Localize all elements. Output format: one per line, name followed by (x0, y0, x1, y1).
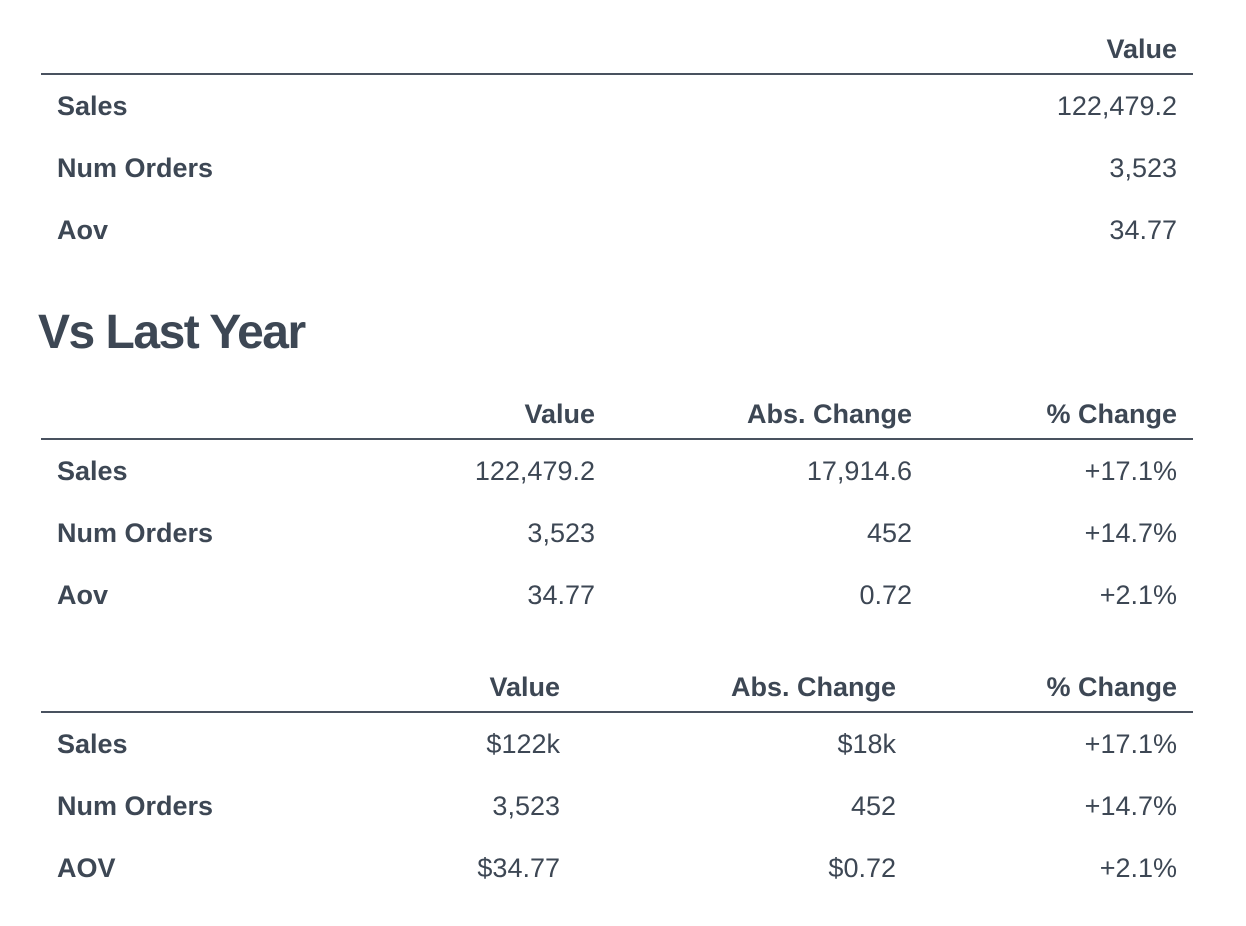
table-row: Sales 122,479.2 17,914.6 +17.1% (41, 439, 1193, 502)
formatted-row-pct-change-aov: +2.1% (1099, 853, 1177, 883)
table-row: Sales 122,479.2 (41, 74, 1193, 137)
table-row: Num Orders 3,523 452 +14.7% (41, 502, 1193, 564)
formatted-row-value-num-orders: 3,523 (492, 791, 560, 821)
row-value-aov: 34.77 (1109, 215, 1177, 245)
formatted-header-abs-change: Abs. Change (576, 626, 912, 713)
table-row: Num Orders 3,523 452 +14.7% (41, 775, 1193, 837)
raw-row-value-num-orders: 3,523 (527, 518, 595, 548)
comparison-raw-header-row: Value Abs. Change % Change (41, 361, 1193, 440)
raw-row-abs-change-num-orders: 452 (866, 518, 912, 548)
formatted-header-pct-change: % Change (912, 626, 1193, 713)
summary-header-empty (41, 0, 617, 75)
raw-header-abs-change: Abs. Change (611, 361, 928, 440)
formatted-header-empty (41, 626, 341, 713)
formatted-row-value-aov: $34.77 (477, 853, 560, 883)
formatted-header-value: Value (341, 626, 576, 713)
raw-header-empty (41, 361, 341, 440)
report-page: Value Sales 122,479.2 Num Orders 3,523 A… (38, 0, 1193, 899)
raw-row-pct-change-sales: +17.1% (1084, 456, 1177, 486)
formatted-row-label-sales: Sales (57, 729, 128, 759)
raw-row-pct-change-num-orders: +14.7% (1084, 518, 1177, 548)
formatted-row-label-aov: AOV (57, 853, 116, 883)
row-value-num-orders: 3,523 (1109, 153, 1177, 183)
raw-row-value-sales: 122,479.2 (474, 456, 595, 486)
raw-row-abs-change-aov: 0.72 (859, 580, 912, 610)
raw-header-pct-change: % Change (928, 361, 1193, 440)
raw-row-value-aov: 34.77 (527, 580, 595, 610)
formatted-row-abs-change-aov: $0.72 (828, 853, 896, 883)
table-row: Aov 34.77 0.72 +2.1% (41, 564, 1193, 626)
raw-header-value: Value (341, 361, 611, 440)
formatted-row-abs-change-sales: $18k (837, 729, 896, 759)
formatted-row-pct-change-num-orders: +14.7% (1084, 791, 1177, 821)
comparison-table-formatted: Value Abs. Change % Change Sales $122k $… (41, 626, 1193, 899)
raw-row-pct-change-aov: +2.1% (1099, 580, 1177, 610)
raw-row-label-aov: Aov (57, 580, 109, 610)
table-row: Sales $122k $18k +17.1% (41, 712, 1193, 775)
formatted-row-label-num-orders: Num Orders (57, 791, 214, 821)
comparison-table-raw: Value Abs. Change % Change Sales 122,479… (41, 361, 1193, 626)
row-label-sales: Sales (57, 91, 128, 121)
raw-row-label-num-orders: Num Orders (57, 518, 214, 548)
formatted-row-pct-change-sales: +17.1% (1084, 729, 1177, 759)
formatted-row-value-sales: $122k (486, 729, 560, 759)
formatted-row-abs-change-num-orders: 452 (850, 791, 896, 821)
table-row: Num Orders 3,523 (41, 137, 1193, 199)
raw-row-label-sales: Sales (57, 456, 128, 486)
raw-row-abs-change-sales: 17,914.6 (806, 456, 912, 486)
table-row: AOV $34.77 $0.72 +2.1% (41, 837, 1193, 899)
row-label-num-orders: Num Orders (57, 153, 214, 183)
section-heading: Vs Last Year (38, 306, 306, 359)
row-value-sales: 122,479.2 (1056, 91, 1177, 121)
table-row: Aov 34.77 (41, 199, 1193, 261)
row-label-aov: Aov (57, 215, 109, 245)
summary-table: Value Sales 122,479.2 Num Orders 3,523 A… (41, 0, 1193, 261)
summary-header-value: Value (617, 0, 1193, 75)
comparison-formatted-header-row: Value Abs. Change % Change (41, 626, 1193, 713)
summary-table-header-row: Value (41, 0, 1193, 75)
